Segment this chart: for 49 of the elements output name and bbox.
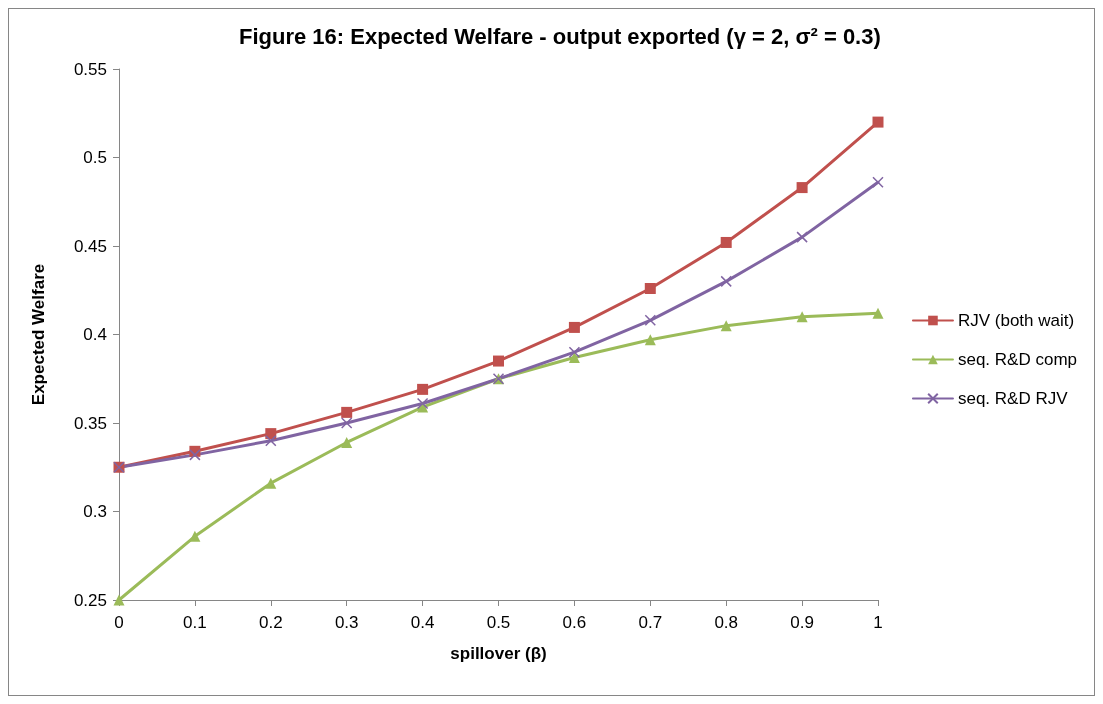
point <box>568 352 580 364</box>
x-tick-label: 0.4 <box>410 613 435 632</box>
point <box>644 282 656 294</box>
point <box>796 311 808 323</box>
point <box>872 307 884 319</box>
point <box>872 116 884 128</box>
point <box>872 176 884 189</box>
y-tick-label: 0.25 <box>73 590 107 610</box>
point <box>720 320 732 332</box>
point <box>720 275 732 288</box>
chart-title: Figure 16: Expected Welfare - output exported (γ = 2, σ² = 0.3) <box>239 23 881 49</box>
point <box>568 346 581 358</box>
x-tick-label: 0.6 <box>562 613 587 632</box>
y-axis-title: Expected Welfare <box>29 263 48 406</box>
point <box>265 434 277 447</box>
x-tick-label: 0.3 <box>334 613 359 632</box>
x-tick-label: 0.7 <box>638 613 663 632</box>
x-tick-label: 0.5 <box>486 613 511 632</box>
point <box>265 477 277 489</box>
point <box>720 236 732 248</box>
y-tick-label: 0.3 <box>83 502 107 521</box>
point <box>568 321 580 333</box>
legend-label: seq. R&D comp <box>957 350 1078 369</box>
point <box>341 436 353 448</box>
y-tick-label: 0.45 <box>73 236 107 256</box>
x-tick-label: 0 <box>114 613 124 632</box>
point <box>341 406 353 418</box>
point <box>796 231 808 243</box>
x-tick-label: 0.2 <box>258 613 283 632</box>
point <box>644 314 657 327</box>
x-tick-label: 0.9 <box>790 613 814 632</box>
point <box>189 530 201 542</box>
x-tick-label: 0.1 <box>183 613 207 632</box>
point <box>416 397 429 410</box>
x-axis-title: spillover (β) <box>450 644 547 663</box>
point <box>189 449 201 461</box>
point <box>340 417 353 429</box>
point <box>796 182 808 194</box>
point <box>417 383 429 395</box>
legend-label: seq. R&D RJV <box>957 389 1069 408</box>
x-tick-label: 0.8 <box>714 613 739 632</box>
x-tick-label: 1 <box>873 613 883 632</box>
legend-label: RJV (both wait) <box>957 311 1075 330</box>
point <box>644 334 656 346</box>
y-tick-label: 0.55 <box>73 59 107 79</box>
y-tick-label: 0.35 <box>73 413 107 433</box>
y-tick-label: 0.4 <box>83 325 107 344</box>
y-tick-label: 0.5 <box>83 148 107 167</box>
point <box>493 355 504 367</box>
